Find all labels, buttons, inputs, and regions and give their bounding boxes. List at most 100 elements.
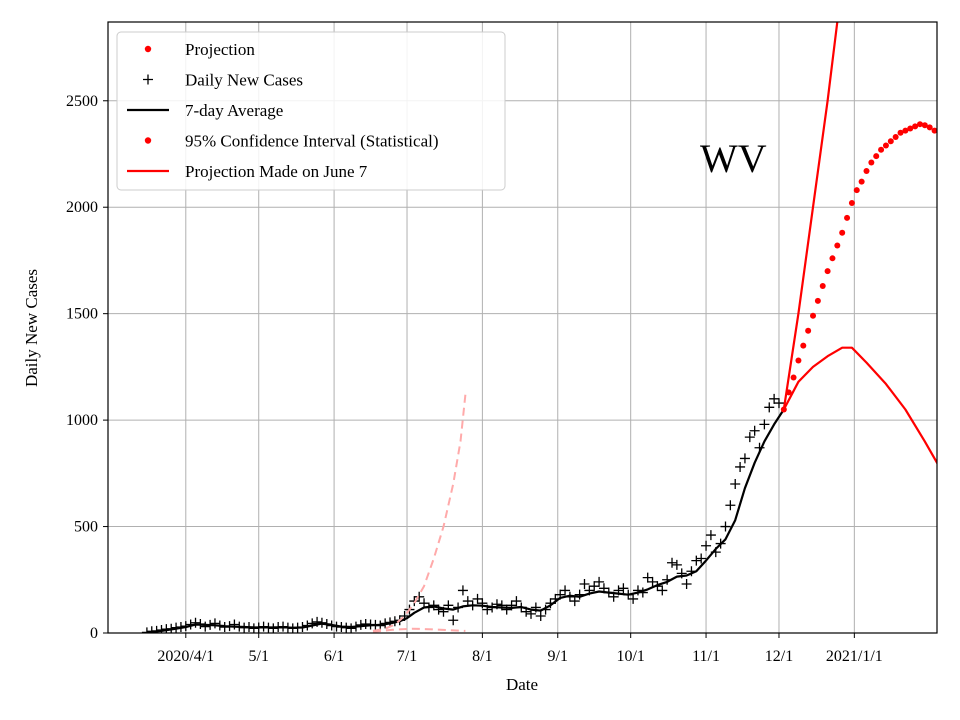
projection-point	[921, 122, 928, 129]
daily-new-cases-point	[769, 393, 780, 404]
legend-item: 7-day Average	[127, 101, 283, 120]
projection-point	[790, 374, 797, 381]
daily-new-cases-point	[749, 425, 760, 436]
x-tick-label: 2021/1/1	[826, 648, 883, 665]
daily-new-cases-point	[462, 596, 473, 607]
x-axis-label: Date	[506, 675, 538, 694]
projection-point	[916, 121, 923, 128]
daily-new-cases-point	[773, 398, 784, 409]
state-annotation: WV	[700, 136, 767, 181]
projection-point	[907, 125, 914, 132]
daily-new-cases-point	[190, 617, 201, 628]
projection-point	[892, 133, 899, 140]
legend-label: Projection	[185, 40, 255, 59]
daily-new-cases-point	[472, 593, 483, 604]
projection-point	[824, 268, 831, 275]
legend-item: Projection	[144, 40, 255, 59]
ticks-layer: 2020/4/1 5/1 6/1 7/1 8/1 9/1 10/1 11/1 12/1 2021/…	[66, 93, 883, 665]
x-tick-label: 7/1	[397, 648, 417, 665]
daily-new-cases-point	[560, 585, 571, 596]
legend-item: Daily New Cases	[143, 71, 303, 90]
daily-new-cases-point	[535, 610, 546, 621]
projection-point	[863, 168, 870, 175]
x-tick-label: 5/1	[249, 648, 269, 665]
daily-new-cases-point	[569, 596, 580, 607]
x-tick-label: 2020/4/1	[157, 648, 214, 665]
legend-plus-marker	[143, 74, 153, 85]
projection-point	[819, 282, 826, 289]
legend-label: Projection Made on June 7	[185, 162, 368, 181]
projection-point	[926, 124, 933, 131]
projection-made-on-june-7-lower-line	[372, 627, 466, 633]
x-tick-label: 6/1	[324, 648, 344, 665]
daily-new-cases-point	[200, 621, 211, 632]
x-tick-label: 11/1	[692, 648, 720, 665]
daily-new-cases-point	[642, 572, 653, 583]
projection-point	[931, 127, 937, 134]
projection-point	[878, 146, 885, 153]
x-tick-label: 10/1	[616, 648, 644, 665]
y-tick-label: 2500	[66, 93, 98, 110]
legend-dot-marker	[144, 137, 152, 144]
daily-new-cases-point	[764, 402, 775, 413]
projection-point	[902, 127, 909, 134]
data-layer	[141, 22, 957, 633]
y-tick-label: 2000	[66, 199, 98, 216]
daily-new-cases-point	[667, 557, 678, 568]
daily-new-cases-point	[720, 521, 731, 532]
projection-point	[829, 255, 836, 262]
x-tick-label: 12/1	[765, 648, 793, 665]
projection-point	[810, 312, 817, 319]
daily-new-cases-point	[691, 555, 702, 566]
legend: Projection Daily New Cases 7-day Average 95…	[116, 31, 506, 191]
daily-new-cases-point	[681, 579, 692, 590]
daily-new-cases-point	[346, 623, 357, 633]
daily-new-cases-point	[448, 615, 459, 626]
projection-point	[912, 123, 919, 130]
daily-new-cases-point	[589, 581, 600, 592]
x-tick-label: 8/1	[472, 648, 492, 665]
x-tick-label: 9/1	[548, 648, 568, 665]
daily-new-cases-point	[414, 591, 425, 602]
projection-point	[951, 149, 957, 155]
daily-new-cases-point	[229, 619, 240, 630]
projection-point	[941, 134, 947, 140]
plot-frame	[107, 21, 938, 634]
daily-new-cases-point	[209, 618, 220, 629]
y-tick-label: 500	[74, 519, 98, 536]
daily-new-cases-point	[657, 585, 668, 596]
projection-point	[853, 187, 860, 194]
projection-point	[800, 342, 807, 349]
projection-point	[805, 327, 812, 334]
daily-new-cases-point	[496, 600, 507, 611]
projection-made-on-june-7-line	[372, 394, 467, 632]
daily-new-cases-point	[628, 593, 639, 604]
projection-point	[795, 357, 802, 364]
95-ci-lower-line	[782, 346, 937, 465]
legend-label: 7-day Average	[185, 101, 283, 120]
daily-new-cases-point	[594, 576, 605, 587]
projection-point	[814, 297, 821, 304]
legend-item: Projection Made on June 7	[127, 162, 368, 181]
daily-new-cases-point	[671, 559, 682, 570]
daily-new-cases-point	[725, 500, 736, 511]
7-day-average-line	[146, 408, 785, 633]
legend-label: 95% Confidence Interval (Statistical)	[185, 132, 439, 151]
daily-new-cases-point	[759, 419, 770, 430]
daily-new-cases-point	[735, 461, 746, 472]
y-tick-label: 1000	[66, 412, 98, 429]
projection-point	[887, 138, 894, 145]
legend-box	[116, 31, 506, 191]
projection-point	[858, 178, 865, 185]
y-tick-label: 1500	[66, 306, 98, 323]
daily-new-cases-point	[647, 576, 658, 587]
legend-dot-marker	[144, 45, 152, 53]
daily-new-cases-point	[501, 604, 512, 615]
daily-new-cases-point	[705, 530, 716, 541]
daily-new-cases-point	[618, 583, 629, 594]
projection-point	[844, 214, 851, 221]
projection-point	[868, 159, 875, 166]
daily-new-cases-point	[730, 478, 741, 489]
projection-point	[839, 229, 846, 236]
